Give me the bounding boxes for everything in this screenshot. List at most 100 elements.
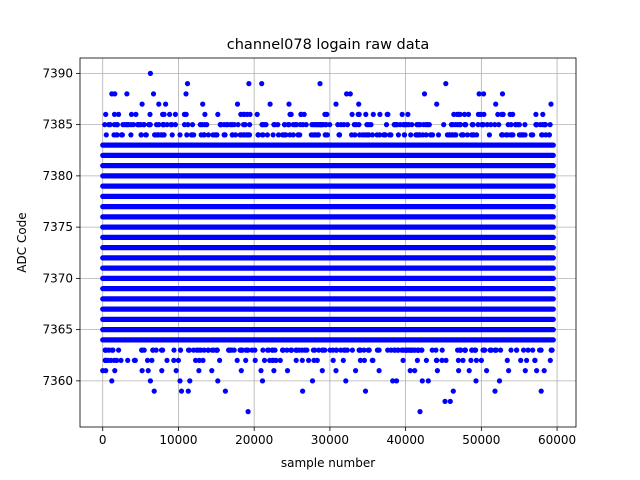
data-point [417,132,423,138]
data-point [361,357,367,363]
data-point [197,122,203,128]
data-point [217,357,223,363]
x-tick-label: 20000 [235,433,273,447]
data-point [205,132,211,138]
data-point [153,132,159,138]
data-point [147,111,153,117]
data-point [209,368,215,374]
data-point [139,101,145,107]
data-point [286,101,292,107]
data-point [393,378,400,384]
data-point [107,122,113,128]
data-point [518,132,524,138]
data-point [133,111,139,117]
data-point [172,111,178,117]
data-point [423,132,429,138]
data-point [421,122,427,128]
data-point [333,347,339,353]
data-point [341,122,347,128]
data-point [120,122,126,128]
data-point [390,378,396,384]
data-point [158,347,165,353]
data-point [116,347,122,353]
data-point [147,122,153,128]
data-point [471,132,477,138]
data-point [244,132,250,138]
data-point [153,347,159,353]
data-point [465,111,472,117]
data-point [547,122,553,128]
data-point [324,132,330,138]
data-point [319,368,325,374]
data-point [254,111,260,117]
data-point [338,347,344,353]
data-point [267,357,273,363]
plot-area-frame [79,57,577,428]
x-tick-label: 0 [99,433,107,447]
data-point [344,91,350,97]
data-point [271,368,277,374]
data-point [456,368,462,374]
data-point [406,122,412,128]
x-tick-label: 30000 [311,433,349,447]
data-point [132,357,138,363]
data-point [518,357,524,363]
data-point [246,81,252,87]
data-point [263,122,269,128]
data-point [147,70,153,76]
data-point [488,122,494,128]
data-point [330,357,336,363]
data-point [260,347,266,353]
data-point [124,122,130,128]
data-point [443,81,449,87]
data-point [343,378,349,384]
data-point [414,357,420,363]
axis-ticks: 0 10000 20000 30000 40000 50000 60000 7360 7365 7… [42,66,576,447]
data-point [468,357,474,363]
data-point [408,347,414,353]
data-point [227,122,234,128]
data-point [364,132,370,138]
data-point [298,111,304,117]
data-points [100,70,556,415]
data-point [521,347,527,353]
data-point [164,357,170,363]
data-point [128,132,134,138]
data-point [454,111,460,117]
data-point [145,368,151,374]
data-point [316,347,322,353]
data-point [547,357,553,363]
data-point [455,357,461,363]
y-axis-title: ADC Code [15,212,29,272]
data-point [525,347,531,353]
data-point [258,368,264,374]
data-point [128,111,135,117]
data-point [279,347,286,353]
data-point [404,347,411,353]
data-point [282,122,288,128]
data-point [241,111,247,117]
data-point [363,111,369,117]
data-point [277,357,283,363]
data-point [144,357,151,363]
data-point [139,347,145,353]
data-point [493,347,499,353]
data-point [103,111,109,117]
data-point [414,122,420,128]
data-point [266,347,272,353]
data-point [484,368,490,374]
data-point [141,122,147,128]
data-point [196,347,202,353]
data-point [500,111,506,117]
data-point [478,111,484,117]
data-point [395,347,401,353]
data-point [540,111,546,117]
data-point [496,122,502,128]
data-point [288,347,294,353]
data-point [149,357,155,363]
data-point [461,111,468,117]
x-tick-label: 50000 [462,433,500,447]
data-point [391,347,397,353]
data-point [542,122,548,128]
data-point [264,132,270,138]
